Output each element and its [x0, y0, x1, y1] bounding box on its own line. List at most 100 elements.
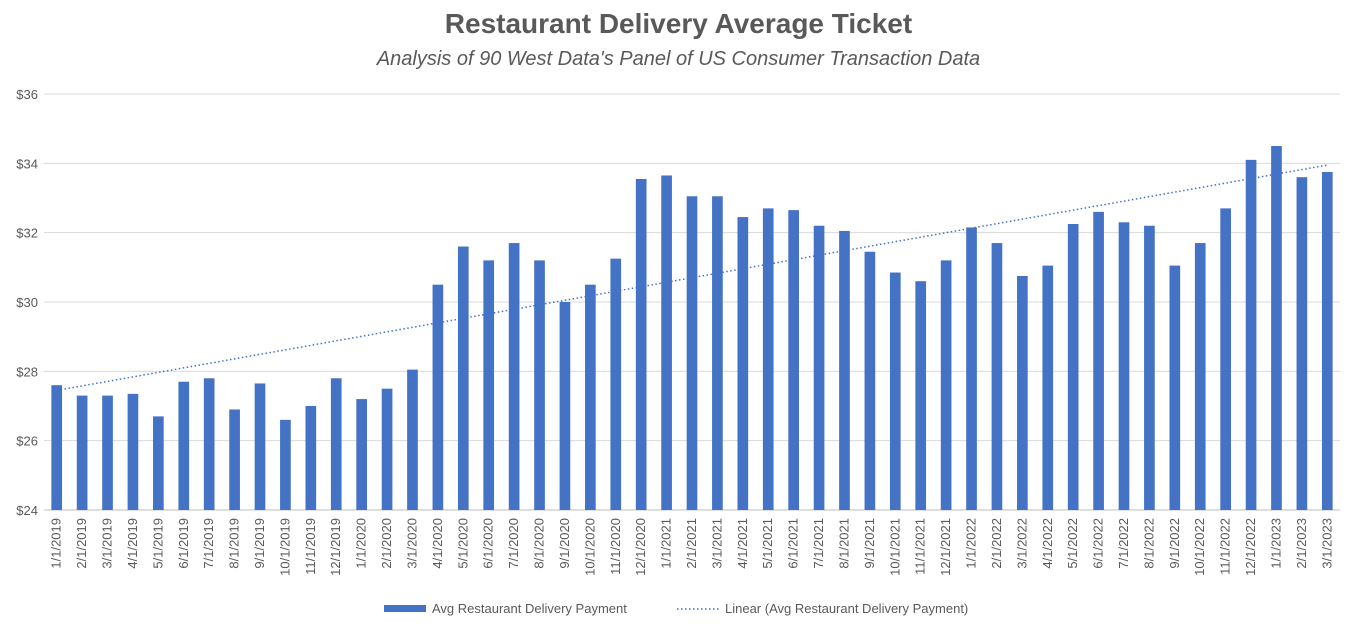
- x-tick-label: 3/1/2021: [709, 518, 724, 569]
- x-tick-label: 4/1/2021: [735, 518, 750, 569]
- x-tick-label: 10/1/2022: [1192, 518, 1207, 576]
- bar: [813, 225, 825, 510]
- x-tick-label: 12/1/2020: [633, 518, 648, 576]
- bar: [1321, 172, 1333, 510]
- bar: [585, 284, 596, 510]
- legend-bar-swatch: [384, 605, 426, 612]
- x-tick-label: 12/1/2022: [1243, 518, 1258, 576]
- bar: [178, 381, 190, 510]
- y-tick-label: $34: [16, 156, 38, 171]
- x-tick-label: 5/1/2022: [1065, 518, 1080, 569]
- y-tick-label: $36: [16, 87, 38, 102]
- x-tick-label: 1/1/2020: [354, 518, 369, 569]
- x-tick-label: 6/1/2019: [176, 518, 191, 569]
- bar: [153, 416, 164, 510]
- bar: [534, 260, 545, 510]
- x-tick-label: 2/1/2019: [74, 518, 89, 569]
- x-axis: 1/1/2019 2/1/2019 3/1/2019 4/1/2019 5/1/2019…: [49, 518, 1335, 576]
- bar: [889, 272, 901, 510]
- bar: [254, 383, 266, 510]
- bar: [356, 399, 367, 510]
- bar: [839, 230, 850, 510]
- bar: [229, 409, 240, 510]
- y-tick-label: $24: [16, 503, 38, 518]
- x-tick-label: 11/1/2022: [1218, 518, 1233, 575]
- bar: [76, 395, 88, 510]
- x-tick-label: 1/1/2023: [1268, 518, 1283, 569]
- bar: [457, 246, 469, 511]
- bar: [1144, 225, 1155, 510]
- bar: [330, 378, 342, 510]
- bar: [1042, 265, 1054, 510]
- x-tick-label: 1/1/2022: [964, 518, 979, 569]
- x-tick-label: 10/1/2021: [887, 518, 902, 576]
- bar: [1271, 146, 1282, 510]
- x-tick-label: 6/1/2021: [786, 518, 801, 569]
- trendline-layer: [56, 164, 1328, 392]
- x-tick-label: 8/1/2022: [1141, 518, 1156, 569]
- x-tick-label: 4/1/2020: [430, 518, 445, 569]
- x-tick-label: 5/1/2020: [455, 518, 470, 569]
- bar: [127, 393, 139, 510]
- bar: [1194, 243, 1206, 511]
- x-tick-label: 11/1/2021: [913, 518, 928, 575]
- y-tick-label: $32: [16, 226, 38, 241]
- x-tick-label: 3/1/2022: [1014, 518, 1029, 569]
- y-tick-label: $28: [16, 364, 38, 379]
- legend-label-series: Avg Restaurant Delivery Payment: [432, 601, 627, 616]
- bar: [407, 369, 418, 510]
- x-tick-label: 3/1/2020: [404, 518, 419, 569]
- bar: [483, 260, 495, 510]
- bar: [381, 388, 393, 510]
- x-tick-label: 2/1/2023: [1294, 518, 1309, 569]
- bar: [661, 175, 672, 510]
- bar: [915, 281, 927, 510]
- bar: [712, 196, 723, 510]
- x-tick-label: 3/1/2023: [1319, 518, 1334, 569]
- x-tick-label: 8/1/2021: [836, 518, 851, 569]
- x-tick-label: 7/1/2020: [506, 518, 521, 569]
- x-tick-label: 9/1/2022: [1167, 518, 1182, 569]
- x-tick-label: 6/1/2020: [481, 518, 496, 569]
- x-tick-label: 11/1/2019: [303, 518, 318, 575]
- bar: [1067, 224, 1079, 510]
- x-tick-label: 2/1/2021: [684, 518, 699, 569]
- bar: [1220, 208, 1231, 510]
- bar: [1017, 276, 1028, 510]
- x-tick-label: 7/1/2021: [811, 518, 826, 569]
- x-tick-label: 12/1/2019: [328, 518, 343, 576]
- bar: [686, 196, 698, 510]
- x-tick-label: 9/1/2021: [862, 518, 877, 569]
- x-tick-label: 2/1/2020: [379, 518, 394, 569]
- bar: [203, 378, 215, 510]
- bar: [991, 243, 1003, 511]
- trendline: [56, 164, 1328, 392]
- bar: [864, 251, 876, 510]
- bar: [1169, 265, 1181, 510]
- legend: Avg Restaurant Delivery Payment Linear (A…: [384, 601, 968, 616]
- x-tick-label: 8/1/2019: [227, 518, 242, 569]
- x-tick-label: 6/1/2022: [1091, 518, 1106, 569]
- x-tick-label: 12/1/2021: [938, 518, 953, 576]
- bars: [51, 146, 1333, 511]
- bar: [559, 302, 571, 510]
- y-axis: $24 $26 $28 $30 $32 $34 $36: [16, 87, 38, 518]
- bar: [610, 258, 622, 510]
- x-tick-label: 8/1/2020: [532, 518, 547, 569]
- y-tick-label: $30: [16, 295, 38, 310]
- bar: [1296, 177, 1308, 510]
- bar: [1118, 222, 1130, 510]
- bar: [508, 243, 520, 511]
- x-tick-label: 11/1/2020: [608, 518, 623, 575]
- bar: [737, 217, 749, 511]
- x-tick-label: 9/1/2020: [557, 518, 572, 569]
- bar: [635, 178, 647, 510]
- bar: [102, 395, 113, 510]
- bar: [940, 260, 952, 510]
- x-tick-label: 4/1/2022: [1040, 518, 1055, 569]
- x-tick-label: 5/1/2019: [150, 518, 165, 569]
- bar: [280, 419, 291, 510]
- x-tick-label: 1/1/2021: [659, 518, 674, 569]
- x-tick-label: 7/1/2019: [201, 518, 216, 569]
- x-tick-label: 5/1/2021: [760, 518, 775, 569]
